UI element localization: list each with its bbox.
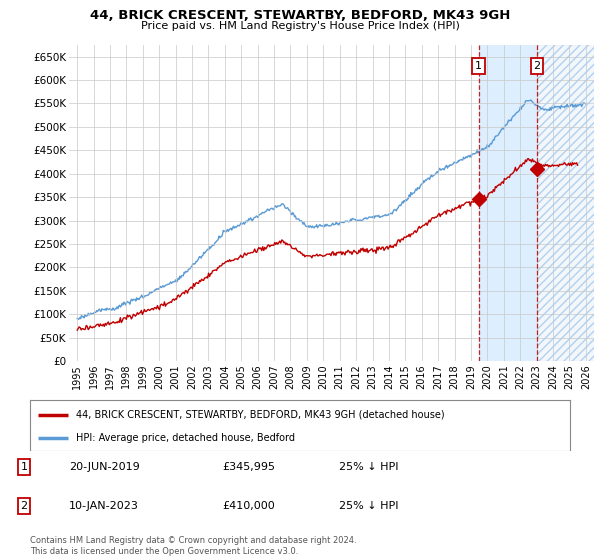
Bar xyxy=(479,45,537,361)
Text: 25% ↓ HPI: 25% ↓ HPI xyxy=(339,462,398,472)
Text: 44, BRICK CRESCENT, STEWARTBY, BEDFORD, MK43 9GH: 44, BRICK CRESCENT, STEWARTBY, BEDFORD, … xyxy=(90,9,510,22)
Text: 2: 2 xyxy=(533,61,541,71)
Bar xyxy=(537,45,596,361)
Text: 2: 2 xyxy=(20,501,28,511)
Text: 1: 1 xyxy=(475,61,482,71)
Text: 1: 1 xyxy=(20,462,28,472)
Bar xyxy=(537,33,600,361)
Text: Price paid vs. HM Land Registry's House Price Index (HPI): Price paid vs. HM Land Registry's House … xyxy=(140,21,460,31)
Text: £410,000: £410,000 xyxy=(222,501,275,511)
Text: 25% ↓ HPI: 25% ↓ HPI xyxy=(339,501,398,511)
Text: 44, BRICK CRESCENT, STEWARTBY, BEDFORD, MK43 9GH (detached house): 44, BRICK CRESCENT, STEWARTBY, BEDFORD, … xyxy=(76,409,445,419)
Text: 10-JAN-2023: 10-JAN-2023 xyxy=(69,501,139,511)
Text: £345,995: £345,995 xyxy=(222,462,275,472)
Text: 20-JUN-2019: 20-JUN-2019 xyxy=(69,462,140,472)
Text: HPI: Average price, detached house, Bedford: HPI: Average price, detached house, Bedf… xyxy=(76,433,295,443)
Text: Contains HM Land Registry data © Crown copyright and database right 2024.
This d: Contains HM Land Registry data © Crown c… xyxy=(30,536,356,556)
